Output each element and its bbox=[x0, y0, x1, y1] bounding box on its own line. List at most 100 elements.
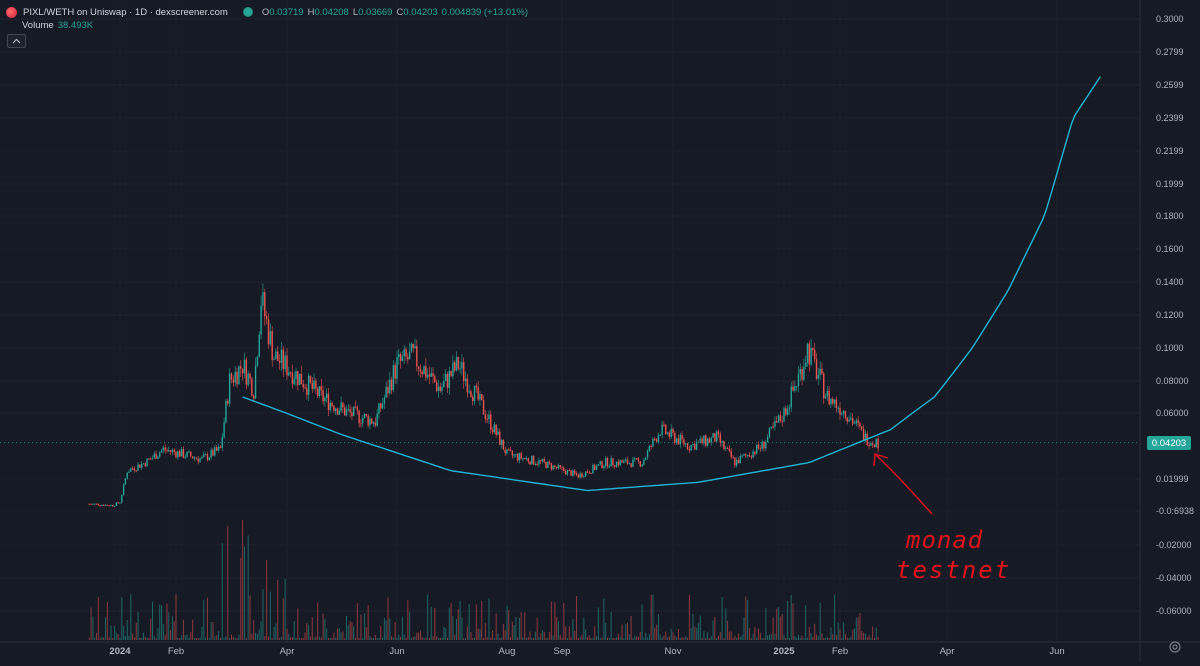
volume-bar bbox=[103, 637, 105, 640]
candle-body bbox=[699, 438, 701, 442]
candle-body bbox=[148, 458, 150, 460]
volume-bar bbox=[488, 598, 490, 640]
volume-bar bbox=[181, 635, 183, 640]
volume-bar bbox=[282, 598, 284, 640]
candle-body bbox=[842, 410, 845, 414]
volume-bar bbox=[559, 634, 561, 640]
candle-body bbox=[583, 476, 585, 478]
volume-bar bbox=[690, 628, 692, 640]
candle-body bbox=[190, 451, 192, 457]
candle-body bbox=[473, 385, 476, 402]
candle-body bbox=[612, 458, 614, 466]
candle-body bbox=[324, 397, 326, 402]
candle-body bbox=[830, 398, 832, 405]
volume-bar bbox=[668, 636, 670, 640]
volume-bar bbox=[659, 634, 661, 640]
volume-bar bbox=[121, 597, 123, 640]
volume-bar bbox=[513, 625, 515, 640]
candle-body bbox=[383, 397, 386, 404]
y-tick-label: -0.02000 bbox=[1156, 540, 1192, 550]
candle-body bbox=[765, 442, 767, 449]
candle-body bbox=[547, 461, 549, 469]
volume-bar bbox=[184, 635, 186, 640]
volume-bar bbox=[563, 603, 565, 640]
candle-body bbox=[568, 470, 570, 472]
candle-body bbox=[506, 449, 508, 454]
volume-bar bbox=[534, 631, 536, 640]
volume-bar bbox=[694, 626, 696, 640]
candle-body bbox=[306, 388, 308, 395]
candle-body bbox=[92, 503, 94, 505]
volume-bar bbox=[405, 637, 407, 640]
candle-body bbox=[153, 453, 156, 458]
candle-body bbox=[679, 434, 681, 445]
x-tick-label: Nov bbox=[665, 646, 682, 657]
volume-bar bbox=[483, 637, 485, 640]
volume-bar bbox=[297, 608, 299, 640]
settings-button[interactable] bbox=[1168, 640, 1182, 654]
volume-bar bbox=[315, 636, 317, 640]
candle-body bbox=[846, 417, 848, 422]
candle-body bbox=[439, 386, 441, 391]
candle-body bbox=[106, 504, 109, 506]
candle-body bbox=[617, 461, 620, 466]
candle-body bbox=[628, 463, 631, 465]
y-tick-label: 0.1800 bbox=[1156, 211, 1184, 221]
volume-bar bbox=[696, 627, 698, 640]
low-value: 0.03669 bbox=[358, 6, 393, 18]
candle-body bbox=[497, 431, 499, 435]
volume-bar bbox=[752, 633, 754, 640]
volume-bar bbox=[812, 636, 814, 640]
volume-bar bbox=[119, 637, 121, 640]
volume-bar bbox=[385, 620, 387, 640]
candle-body bbox=[175, 451, 177, 458]
candle-body bbox=[774, 421, 776, 427]
candle-body bbox=[821, 368, 823, 374]
volume-bar bbox=[732, 638, 734, 640]
volume-bar bbox=[300, 637, 302, 640]
candle-body bbox=[238, 366, 240, 385]
candle-body bbox=[634, 458, 636, 460]
candle-body bbox=[862, 429, 865, 441]
volume-bar bbox=[816, 634, 818, 640]
volume-bar bbox=[554, 602, 556, 640]
volume-bar bbox=[247, 535, 249, 640]
candle-body bbox=[548, 461, 551, 464]
candle-body bbox=[655, 439, 658, 442]
volume-bar bbox=[318, 636, 320, 640]
volume-bar bbox=[778, 607, 780, 640]
candle-body bbox=[430, 373, 432, 377]
volume-bar bbox=[576, 596, 578, 640]
candle-body bbox=[577, 474, 580, 478]
volume-bar bbox=[346, 615, 348, 640]
candle-body bbox=[338, 410, 340, 415]
candle-body bbox=[236, 371, 238, 385]
volume-bar bbox=[873, 637, 875, 640]
candle-body bbox=[652, 438, 654, 447]
candle-body bbox=[392, 365, 395, 391]
volume-bar bbox=[376, 637, 378, 640]
volume-bar bbox=[123, 626, 125, 640]
candle-body bbox=[455, 356, 458, 371]
volume-bar bbox=[142, 632, 144, 640]
volume-bar bbox=[792, 603, 794, 640]
volume-bar bbox=[262, 589, 264, 640]
volume-bar bbox=[446, 637, 448, 640]
volume-bar bbox=[768, 634, 770, 640]
volume-bar bbox=[628, 634, 630, 640]
volume-bar bbox=[182, 619, 184, 640]
candle-body bbox=[504, 449, 506, 454]
volume-bar bbox=[810, 633, 812, 640]
volume-bar bbox=[407, 600, 409, 640]
volume-bar bbox=[351, 622, 353, 640]
volume-bar bbox=[648, 634, 650, 640]
candle-body bbox=[124, 478, 127, 485]
candle-body bbox=[795, 386, 798, 388]
collapse-legend-button[interactable] bbox=[7, 34, 26, 48]
candle-body bbox=[748, 455, 751, 457]
candle-body bbox=[396, 357, 398, 379]
status-dot-icon bbox=[243, 8, 252, 16]
candle-body bbox=[280, 349, 283, 363]
